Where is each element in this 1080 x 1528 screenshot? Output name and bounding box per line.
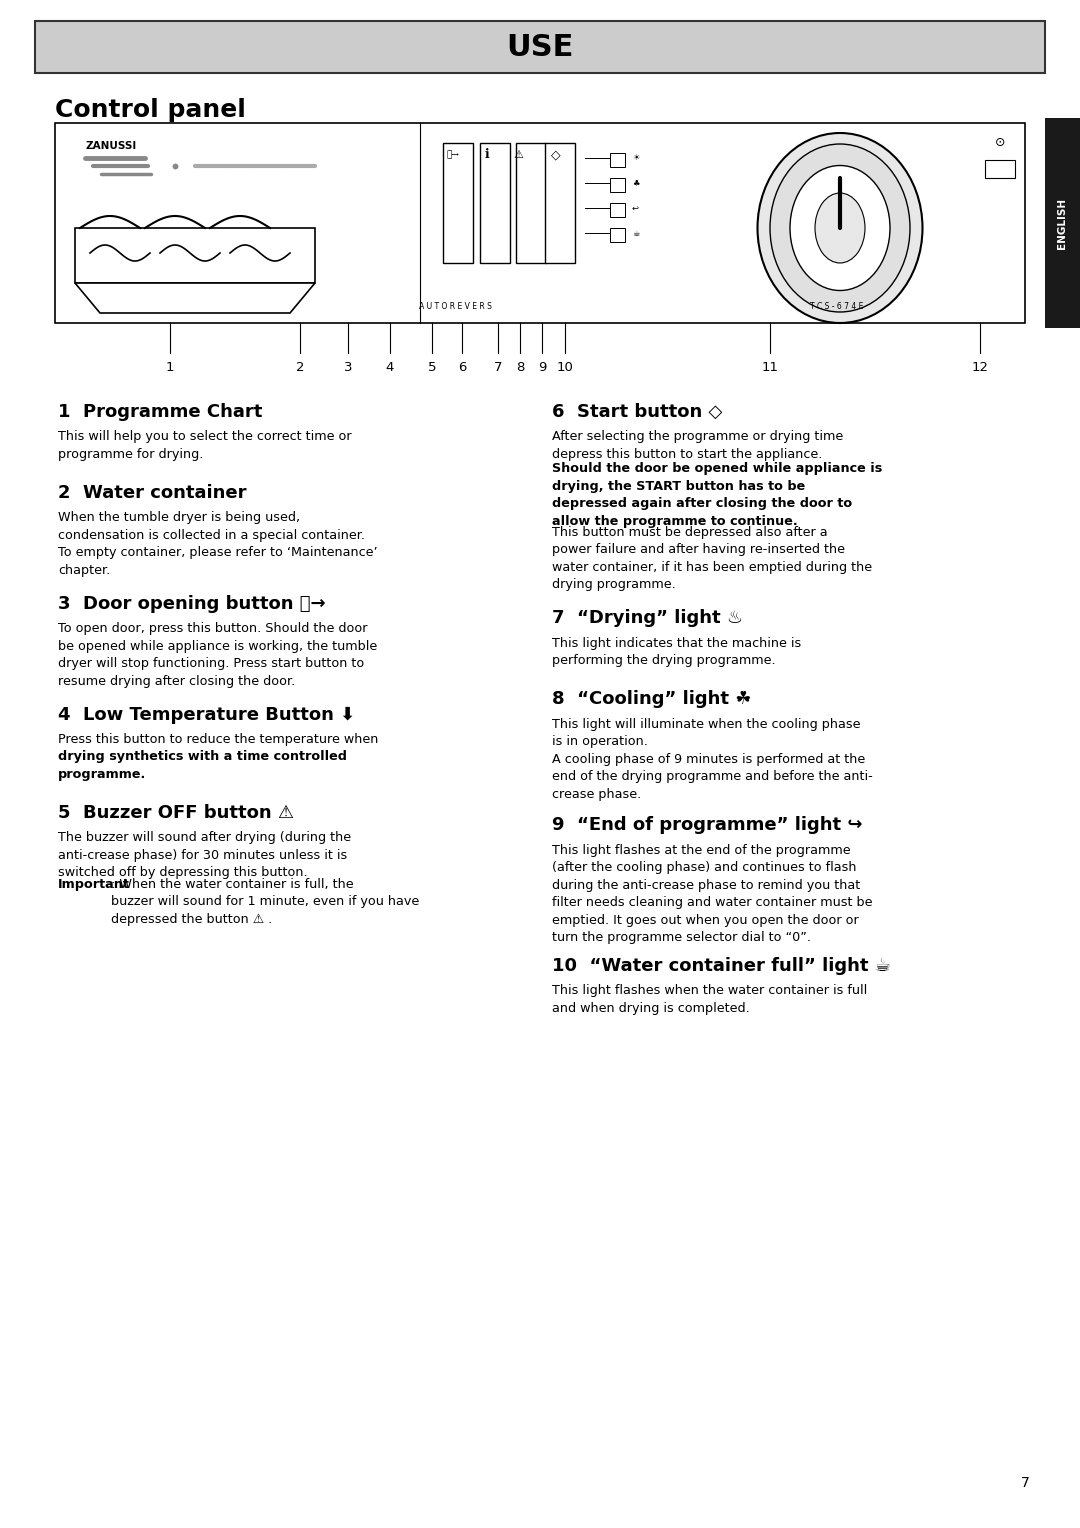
Text: Should the door be opened while appliance is
drying, the START button has to be
: Should the door be opened while applianc… xyxy=(552,461,882,527)
Bar xyxy=(480,144,510,263)
Text: 6: 6 xyxy=(458,361,467,374)
Bar xyxy=(610,153,625,167)
Text: ⊙: ⊙ xyxy=(995,136,1005,150)
Text: This light flashes at the end of the programme
(after the cooling phase) and con: This light flashes at the end of the pro… xyxy=(552,843,873,944)
Text: 5  Buzzer OFF button ⚠: 5 Buzzer OFF button ⚠ xyxy=(58,804,294,822)
Bar xyxy=(35,21,1045,73)
Text: 12: 12 xyxy=(972,361,988,374)
Polygon shape xyxy=(75,283,315,313)
Text: 10: 10 xyxy=(556,361,573,374)
Ellipse shape xyxy=(770,144,910,312)
Text: This light flashes when the water container is full
and when drying is completed: This light flashes when the water contai… xyxy=(552,984,867,1015)
Bar xyxy=(1045,118,1080,329)
Bar xyxy=(610,228,625,241)
Text: After selecting the programme or drying time
depress this button to start the ap: After selecting the programme or drying … xyxy=(552,431,843,461)
Text: 10  “Water container full” light ☕: 10 “Water container full” light ☕ xyxy=(552,957,891,975)
Text: When the tumble dryer is being used,
condensation is collected in a special cont: When the tumble dryer is being used, con… xyxy=(58,512,378,578)
Text: ZANUSSI: ZANUSSI xyxy=(85,141,136,151)
Text: 7  “Drying” light ♨: 7 “Drying” light ♨ xyxy=(552,610,743,628)
Text: This button must be depressed also after a
power failure and after having re-ins: This button must be depressed also after… xyxy=(552,526,873,591)
Ellipse shape xyxy=(815,193,865,263)
Text: The buzzer will sound after drying (during the
anti-crease phase) for 30 minutes: The buzzer will sound after drying (duri… xyxy=(58,831,351,879)
Text: 4: 4 xyxy=(386,361,394,374)
Text: 5: 5 xyxy=(428,361,436,374)
Bar xyxy=(443,144,473,263)
Text: Important: Important xyxy=(58,879,130,891)
Text: 9: 9 xyxy=(538,361,546,374)
Text: 6  Start button ◇: 6 Start button ◇ xyxy=(552,403,723,422)
Text: 8: 8 xyxy=(516,361,524,374)
Text: 1: 1 xyxy=(165,361,174,374)
Text: This will help you to select the correct time or
programme for drying.: This will help you to select the correct… xyxy=(58,431,352,461)
Text: This light indicates that the machine is
performing the drying programme.: This light indicates that the machine is… xyxy=(552,637,801,668)
Text: ☀: ☀ xyxy=(632,153,639,162)
Bar xyxy=(75,228,315,283)
Text: 1  Programme Chart: 1 Programme Chart xyxy=(58,403,262,422)
Text: 2  Water container: 2 Water container xyxy=(58,484,246,503)
Text: 9  “End of programme” light ↪: 9 “End of programme” light ↪ xyxy=(552,816,863,834)
Text: 4  Low Temperature Button ⬇: 4 Low Temperature Button ⬇ xyxy=(58,706,355,724)
Bar xyxy=(545,144,575,263)
Text: ♣: ♣ xyxy=(632,179,639,188)
Text: ↩: ↩ xyxy=(632,203,639,212)
Text: ⬜→: ⬜→ xyxy=(446,150,459,159)
Text: This light will illuminate when the cooling phase
is in operation.
A cooling pha: This light will illuminate when the cool… xyxy=(552,718,873,801)
Text: ◇: ◇ xyxy=(551,148,561,162)
Text: 7: 7 xyxy=(494,361,502,374)
Text: ☕: ☕ xyxy=(632,229,639,237)
Bar xyxy=(55,122,1025,322)
Bar xyxy=(610,177,625,193)
Text: Control panel: Control panel xyxy=(55,98,246,122)
Ellipse shape xyxy=(757,133,922,322)
Text: : When the water container is full, the
buzzer will sound for 1 minute, even if : : When the water container is full, the … xyxy=(110,879,419,926)
Text: To open door, press this button. Should the door
be opened while appliance is wo: To open door, press this button. Should … xyxy=(58,622,377,688)
Text: ENGLISH: ENGLISH xyxy=(1057,197,1067,249)
Text: USE: USE xyxy=(507,32,573,61)
Text: 7: 7 xyxy=(1021,1476,1029,1490)
Text: A U T O R E V E R S: A U T O R E V E R S xyxy=(419,303,491,312)
Text: drying synthetics with a time controlled
programme.: drying synthetics with a time controlled… xyxy=(58,750,347,781)
Text: Press this button to reduce the temperature when: Press this button to reduce the temperat… xyxy=(58,733,378,746)
Text: 3  Door opening button ⬜→: 3 Door opening button ⬜→ xyxy=(58,594,326,613)
Text: T C S - 6 7 4 E: T C S - 6 7 4 E xyxy=(810,303,863,312)
Text: 11: 11 xyxy=(761,361,779,374)
Bar xyxy=(516,144,546,263)
Text: ℹ: ℹ xyxy=(485,148,489,162)
Text: 3: 3 xyxy=(343,361,352,374)
Text: ⚠: ⚠ xyxy=(513,150,523,160)
Bar xyxy=(985,160,1015,177)
Bar xyxy=(610,203,625,217)
Text: 8  “Cooling” light ☘: 8 “Cooling” light ☘ xyxy=(552,691,752,709)
Ellipse shape xyxy=(789,165,890,290)
Text: 2: 2 xyxy=(296,361,305,374)
